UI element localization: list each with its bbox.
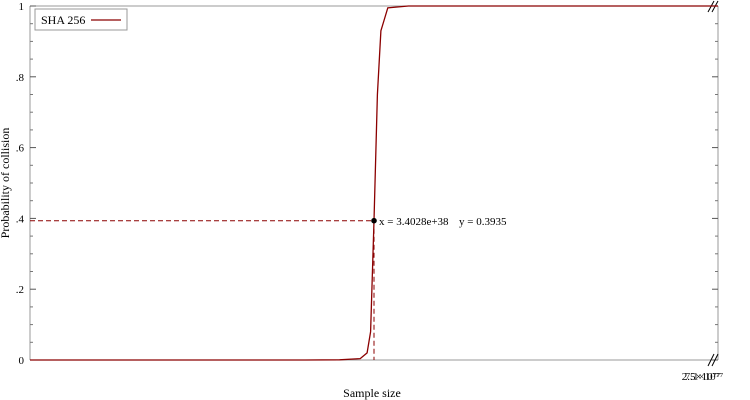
y-tick-label: 0 bbox=[19, 355, 25, 367]
legend: SHA 256 bbox=[34, 8, 128, 31]
y-axis-ticks bbox=[30, 5, 718, 361]
y-tick-label: .8 bbox=[16, 72, 25, 84]
legend-label: SHA 256 bbox=[41, 13, 85, 27]
y-tick-label: .4 bbox=[16, 213, 25, 225]
x-axis-break-label: 2.5×10⁷⁷ bbox=[682, 371, 721, 383]
annotation-y-text: y = 0.3935 bbox=[459, 216, 507, 228]
x-axis-title: Sample size bbox=[343, 386, 401, 400]
y-tick-label: .6 bbox=[16, 143, 25, 155]
plot-frame bbox=[29, 5, 719, 361]
x-break-mark-bottom-a bbox=[707, 353, 715, 367]
y-tick-label: .2 bbox=[16, 284, 24, 296]
x-break-mark-bottom-b bbox=[711, 353, 719, 367]
annotation-layer bbox=[30, 217, 377, 360]
series-layer bbox=[30, 5, 718, 361]
annotation-x-text: x = 3.4028e+38 bbox=[379, 216, 449, 228]
x-axis-break-label-overlap: 7.1×10⁷⁷ bbox=[685, 371, 724, 383]
y-axis-title: Probability of collision bbox=[0, 128, 12, 239]
legend-box bbox=[34, 8, 128, 31]
y-axis-tick-labels: 0 .2 .4 .6 .8 1 bbox=[16, 1, 25, 367]
annotation-point bbox=[371, 217, 377, 224]
y-tick-label: 1 bbox=[19, 1, 25, 13]
series-line-sha-256 bbox=[30, 5, 718, 361]
